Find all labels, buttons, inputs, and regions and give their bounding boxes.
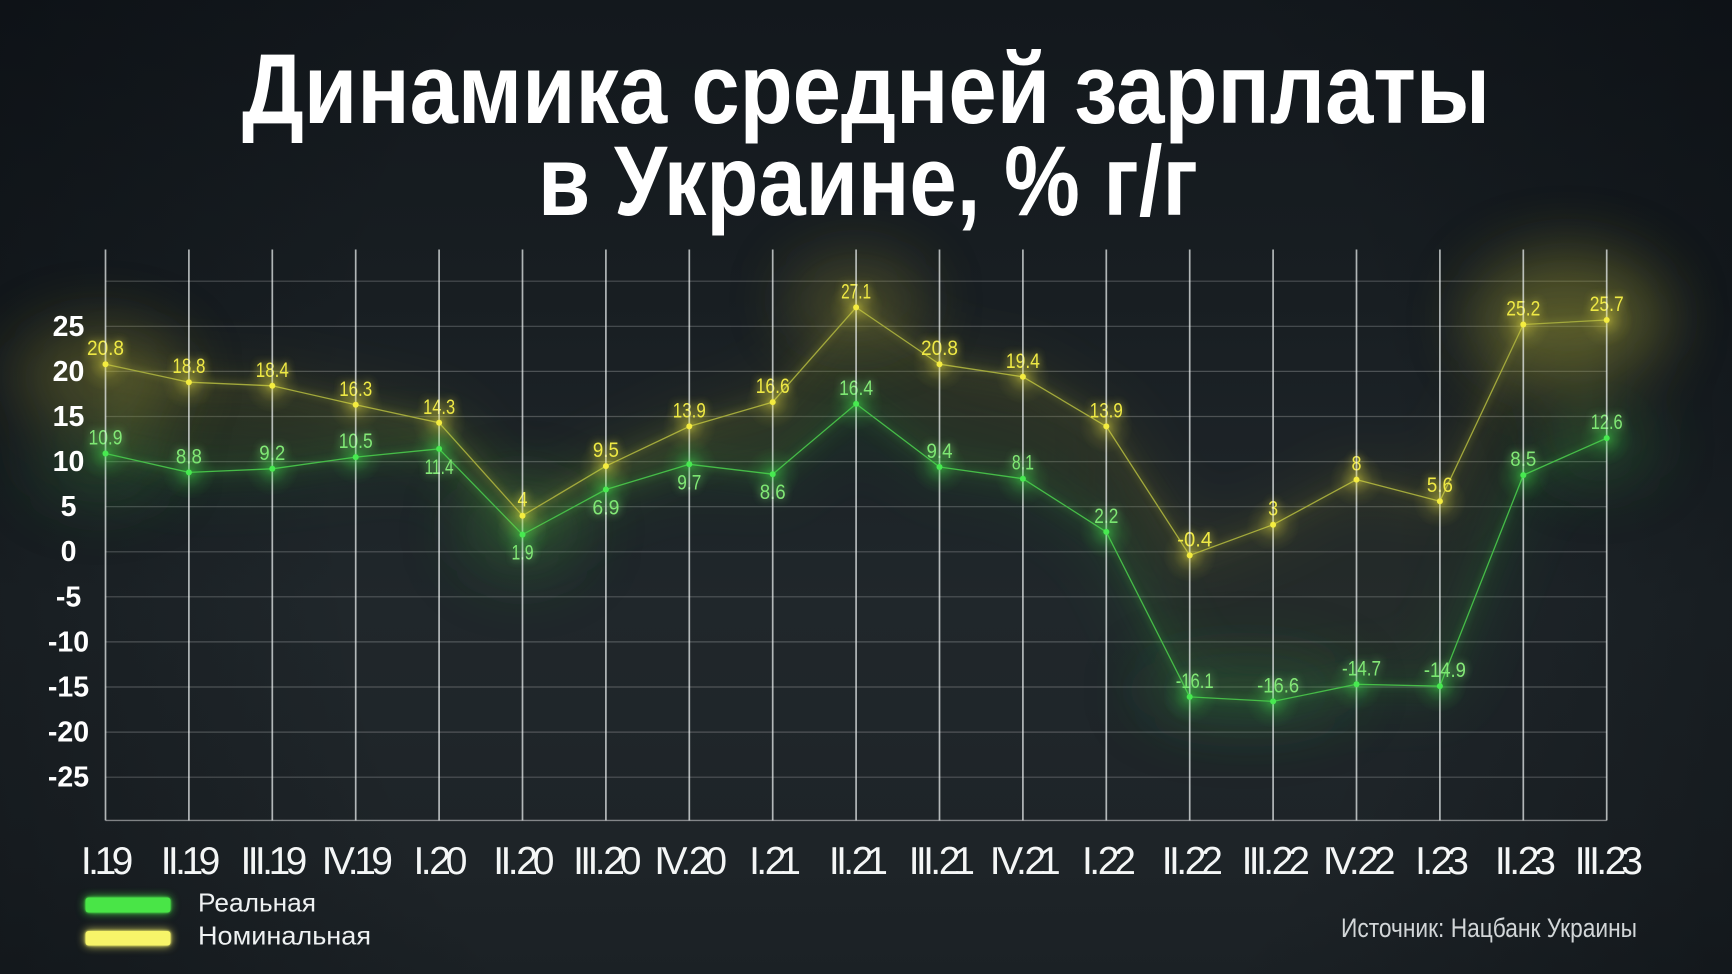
svg-text:-20: -20 <box>48 717 89 749</box>
svg-text:-10: -10 <box>48 626 89 658</box>
svg-text:I.22: I.22 <box>1082 840 1136 883</box>
svg-text:II.21: II.21 <box>829 840 888 883</box>
svg-text:Динамика средней зарплаты: Динамика средней зарплаты <box>242 33 1490 144</box>
svg-text:10: 10 <box>53 446 85 478</box>
svg-text:I.21: I.21 <box>749 840 801 883</box>
svg-text:II.20: II.20 <box>493 840 554 883</box>
svg-text:I.23: I.23 <box>1415 840 1469 883</box>
svg-text:5: 5 <box>61 491 77 523</box>
svg-text:III.21: III.21 <box>909 840 975 883</box>
svg-text:25: 25 <box>53 311 85 343</box>
svg-text:15: 15 <box>53 401 85 433</box>
svg-text:-5: -5 <box>56 581 81 613</box>
svg-text:III.19: III.19 <box>241 840 308 883</box>
svg-text:I.19: I.19 <box>81 840 133 883</box>
svg-text:Реальная: Реальная <box>198 888 316 918</box>
svg-text:0: 0 <box>61 536 77 568</box>
svg-text:II.22: II.22 <box>1162 840 1223 883</box>
svg-text:III.20: III.20 <box>573 840 641 883</box>
svg-text:Источник: Нацбанк Украины: Источник: Нацбанк Украины <box>1341 913 1637 943</box>
svg-text:II.23: II.23 <box>1495 840 1556 883</box>
svg-text:Номинальная: Номинальная <box>198 921 371 951</box>
svg-text:IV.20: IV.20 <box>654 840 727 883</box>
svg-text:-25: -25 <box>48 762 89 794</box>
svg-text:II.19: II.19 <box>161 840 221 883</box>
svg-text:III.22: III.22 <box>1242 840 1310 883</box>
svg-text:IV.19: IV.19 <box>322 840 393 883</box>
svg-text:в Украине, % г/г: в Украине, % г/г <box>538 125 1198 236</box>
svg-text:IV.22: IV.22 <box>1323 840 1396 883</box>
svg-text:III.23: III.23 <box>1575 840 1643 883</box>
svg-text:IV.21: IV.21 <box>990 840 1061 883</box>
svg-text:I.20: I.20 <box>414 840 468 883</box>
svg-text:20: 20 <box>53 356 85 388</box>
svg-text:-15: -15 <box>48 672 89 704</box>
